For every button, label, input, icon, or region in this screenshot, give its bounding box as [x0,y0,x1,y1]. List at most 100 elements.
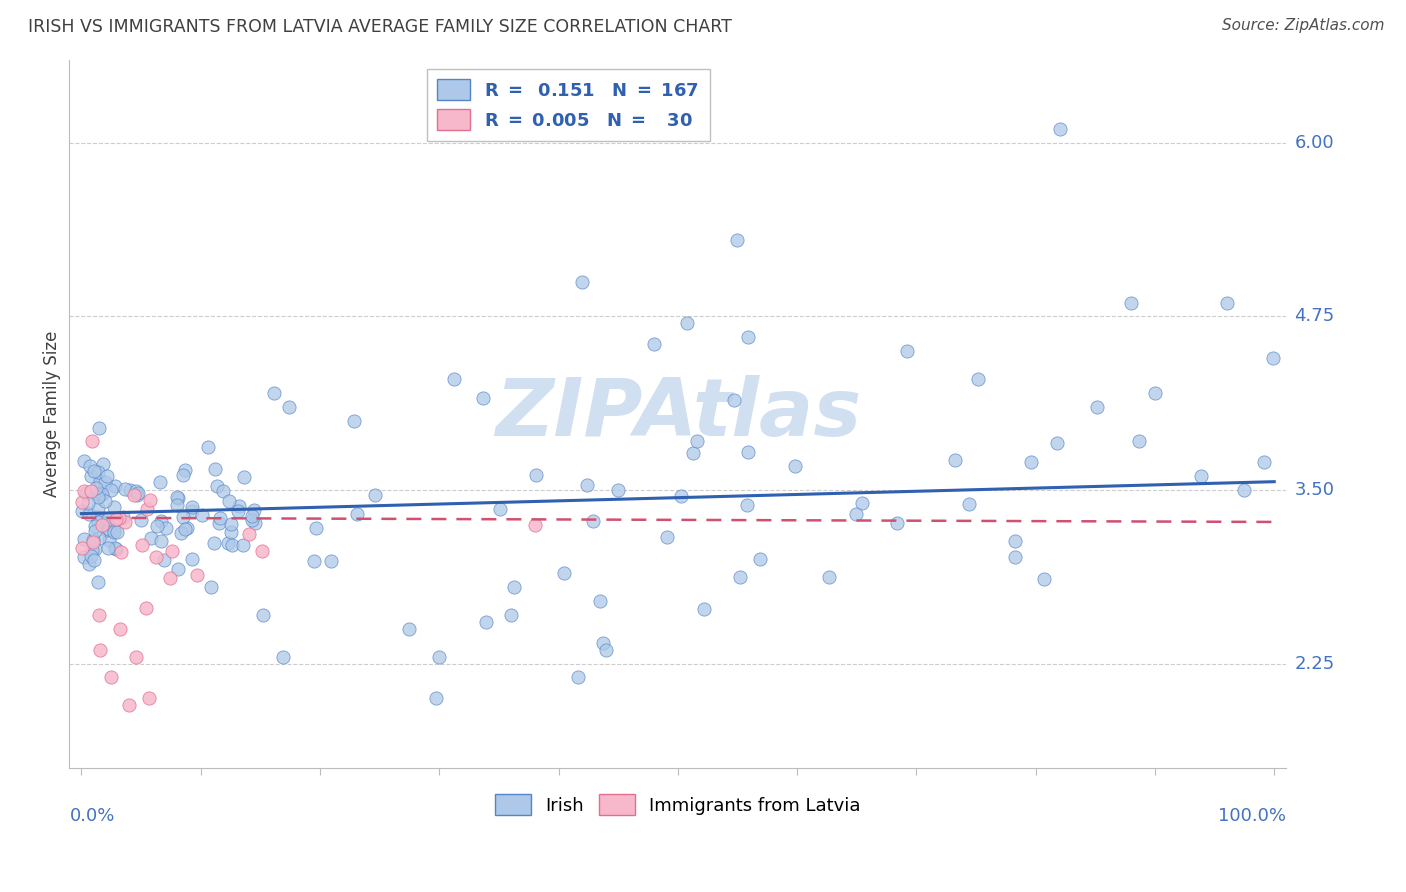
Point [86,516,108,530]
Point [145,519,167,533]
Point [273,649,295,664]
Point [104,479,127,493]
Point [817,569,839,583]
Point [97,512,120,526]
Point [785,458,807,473]
Point [197,440,219,454]
Point [90,514,112,528]
Point [186,568,208,582]
Point [97,541,120,555]
Point [524,467,547,482]
Point [219,516,242,531]
Point [87,487,110,501]
Point [242,513,264,527]
Point [80,549,103,563]
Point [364,487,387,501]
Point [228,499,250,513]
Point [676,317,699,331]
Point [243,502,266,516]
Point [90,487,112,501]
Point [1143,385,1166,400]
Point [851,496,873,510]
Point [135,601,157,615]
Point [96,523,118,537]
Point [728,570,751,584]
Point [82,534,104,549]
Point [657,530,679,544]
Point [80,469,103,483]
Text: IRISH VS IMMIGRANTS FROM LATVIA AVERAGE FAMILY SIZE CORRELATION CHART: IRISH VS IMMIGRANTS FROM LATVIA AVERAGE … [28,18,733,36]
Point [212,483,235,498]
Text: 0.0%: 0.0% [69,806,115,824]
Point [103,500,125,514]
Point [166,498,188,512]
Text: 100.0%: 100.0% [1218,806,1286,824]
Point [967,372,990,386]
Point [172,468,194,483]
Point [240,509,263,524]
Point [957,498,980,512]
Point [398,622,420,636]
Point [245,516,267,531]
Point [174,522,197,536]
Point [104,541,127,555]
Point [150,514,173,528]
Point [1253,455,1275,469]
Point [592,636,614,650]
Point [205,479,228,493]
Point [100,483,122,498]
Point [682,446,704,460]
Point [233,470,256,484]
Point [302,554,325,568]
Point [693,601,716,615]
Point [471,391,494,405]
Point [94,516,117,530]
Point [170,525,193,540]
Point [83,518,105,533]
Point [202,535,225,549]
Point [80,484,103,499]
Point [83,553,105,567]
Point [304,521,326,535]
Point [503,580,526,594]
Point [73,533,96,547]
Point [131,538,153,552]
Point [749,552,772,566]
Point [86,575,108,590]
Point [97,522,120,536]
Point [136,501,159,516]
Point [218,493,240,508]
Point [90,518,112,533]
Text: 6.00: 6.00 [1295,134,1334,152]
Point [103,523,125,537]
Point [896,344,918,359]
Point [87,500,110,515]
Point [1019,455,1042,469]
Point [238,527,260,541]
Point [723,392,745,407]
Point [107,511,129,525]
Point [125,488,148,502]
Point [319,553,342,567]
Point [98,517,121,532]
Point [139,493,162,508]
Text: ZIPAtlas: ZIPAtlas [495,375,860,452]
Text: Source: ZipAtlas.com: Source: ZipAtlas.com [1222,18,1385,33]
Point [110,545,132,559]
Point [1119,295,1142,310]
Point [114,515,136,529]
Point [181,552,204,566]
Point [643,337,665,351]
Point [181,500,204,514]
Point [94,494,117,508]
Point [152,552,174,566]
Point [145,549,167,564]
Point [87,490,110,504]
Point [176,521,198,535]
Y-axis label: Average Family Size: Average Family Size [44,330,60,497]
Point [89,421,111,435]
Point [208,511,231,525]
Point [94,475,117,489]
Point [125,483,148,498]
Point [1189,469,1212,483]
